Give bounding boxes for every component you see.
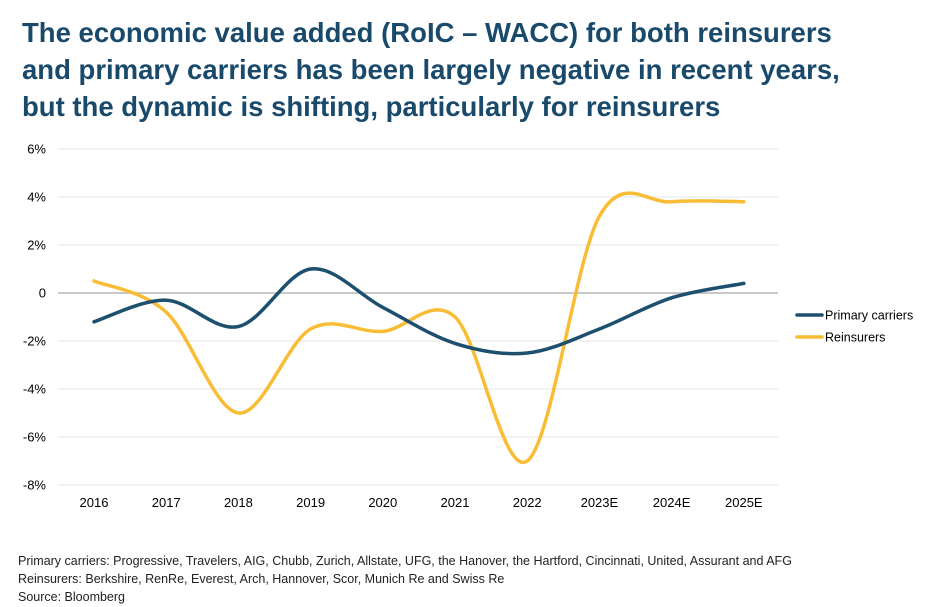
series-line-reinsurers — [92, 191, 746, 465]
series-lines — [92, 191, 746, 465]
x-axis-ticks: 2016 2017 2018 2019 2020 2021 2022 2023E 2024E 20… — [80, 495, 763, 510]
x-tick-label: 2023E — [581, 495, 619, 510]
x-tick-label: 2025E — [725, 495, 763, 510]
x-tick-label: 2018 — [224, 495, 253, 510]
y-tick-label: 4% — [27, 190, 46, 205]
line-chart: -8% -6% -4% -2% 0 2% 4% 6% 2016 2017 2018 2019 2020… — [23, 142, 913, 511]
x-tick-label: 2017 — [152, 495, 181, 510]
footnote-source: Source: Bloomberg — [18, 590, 126, 604]
chart-title: The economic value added (RoIC – WACC) f… — [22, 14, 922, 125]
y-axis-ticks: -8% -6% -4% -2% 0 2% 4% 6% — [23, 142, 47, 493]
footnotes: Primary carriers: Progressive, Travelers… — [18, 552, 792, 606]
gridlines — [58, 148, 778, 486]
x-tick-label: 2022 — [513, 495, 542, 510]
y-tick-label: -2% — [23, 334, 47, 349]
y-tick-label: -8% — [23, 478, 47, 493]
footnote-primary: Primary carriers: Progressive, Travelers… — [18, 554, 792, 568]
y-tick-label: -4% — [23, 382, 47, 397]
y-tick-label: 0 — [39, 286, 46, 301]
legend: Primary carriers Reinsurers — [795, 309, 913, 345]
legend-label-primary-carriers: Primary carriers — [825, 309, 913, 323]
x-tick-label: 2021 — [441, 495, 470, 510]
y-tick-label: 2% — [27, 238, 46, 253]
x-tick-label: 2016 — [80, 495, 109, 510]
series-line-primary-carriers — [92, 267, 746, 356]
x-tick-label: 2020 — [368, 495, 397, 510]
title-line-3: but the dynamic is shifting, particularl… — [22, 91, 721, 122]
legend-label-reinsurers: Reinsurers — [825, 331, 885, 345]
footnote-reinsurers: Reinsurers: Berkshire, RenRe, Everest, A… — [18, 572, 505, 586]
y-tick-label: -6% — [23, 430, 47, 445]
title-line-1: The economic value added (RoIC – WACC) f… — [22, 17, 832, 48]
title-line-2: and primary carriers has been largely ne… — [22, 54, 840, 85]
x-tick-label: 2019 — [296, 495, 325, 510]
y-tick-label: 6% — [27, 142, 46, 157]
x-tick-label: 2024E — [653, 495, 691, 510]
